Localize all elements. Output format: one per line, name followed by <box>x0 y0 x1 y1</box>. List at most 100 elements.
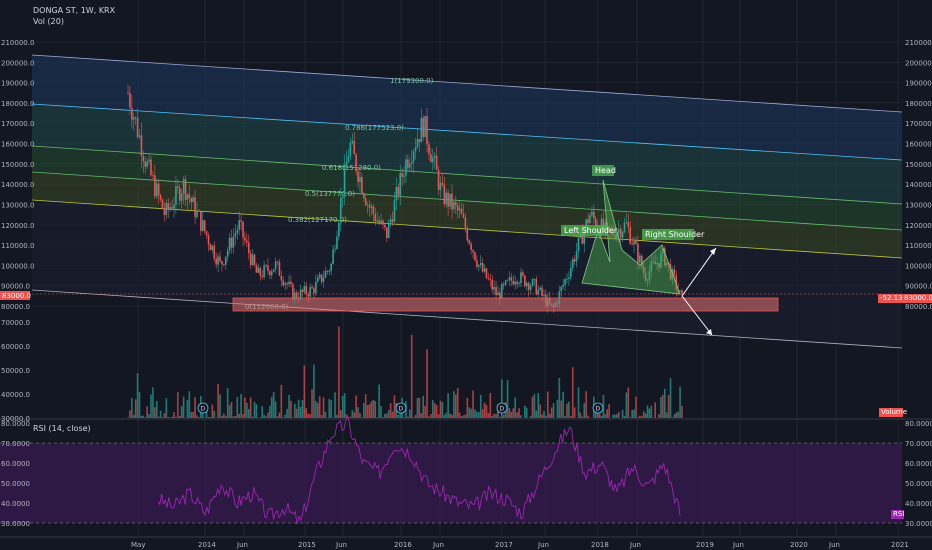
candle-body-11 <box>148 159 150 162</box>
candle-body-123 <box>362 193 365 199</box>
volume-bar-1 <box>129 410 131 418</box>
volume-bar-54 <box>230 401 233 418</box>
price-badge-last: 83000.0 <box>904 294 932 302</box>
price-tick-right-0: 80000.0 <box>905 303 932 311</box>
volume-bar-81 <box>282 417 285 418</box>
price-tick-right-8: 160000.0 <box>905 141 932 149</box>
candle-body-222 <box>552 305 555 308</box>
rsi-badge-bg <box>891 510 904 519</box>
volume-bar-273 <box>650 405 653 418</box>
candle-body-0 <box>127 92 129 94</box>
candle-body-86 <box>292 284 294 300</box>
time-tick-6: Jun <box>432 541 444 549</box>
candle-body-221 <box>550 303 553 306</box>
candle-body-40 <box>203 220 206 232</box>
volume-bar-88 <box>295 408 298 418</box>
candle-body-180 <box>472 250 474 253</box>
volume-bar-280 <box>663 388 666 418</box>
candle-body-183 <box>478 265 480 267</box>
volume-bar-20 <box>165 398 168 418</box>
fib-label-0: 1(179300.0) <box>390 77 434 85</box>
volume-bar-90 <box>299 406 302 418</box>
volume-bar-224 <box>556 399 559 418</box>
price-badge-change-bg <box>878 294 902 303</box>
candle-body-165 <box>443 184 446 204</box>
candle-body-199 <box>508 277 511 281</box>
candle-body-133 <box>382 220 384 225</box>
candle-body-6 <box>138 135 141 137</box>
candle-body-21 <box>167 202 170 210</box>
candle-body-103 <box>324 271 327 278</box>
candle-body-41 <box>205 231 208 236</box>
candle-body-90 <box>299 289 302 300</box>
volume-bar-199 <box>508 408 511 418</box>
volume-bar-153 <box>420 413 423 418</box>
volume-bar-233 <box>573 407 576 418</box>
candle-body-276 <box>656 262 658 265</box>
candle-body-127 <box>370 206 373 208</box>
fib-label-3: 0.5(137770.0) <box>305 190 355 198</box>
pattern-label-head: Head <box>595 166 616 175</box>
candle-body-79 <box>278 261 281 276</box>
volume-bar-275 <box>654 402 656 418</box>
candle-body-78 <box>276 261 279 263</box>
candle-body-279 <box>662 248 664 254</box>
volume-bar-244 <box>594 412 597 418</box>
volume-bar-203 <box>516 412 518 418</box>
volume-bar-97 <box>313 364 315 418</box>
volume-bar-122 <box>361 417 363 418</box>
candle-body-277 <box>658 262 660 268</box>
price-tick-left-5: 130000.0 <box>1 201 34 209</box>
candle-body-72 <box>265 265 267 267</box>
volume-bar-155 <box>424 405 426 418</box>
candle-body-10 <box>146 161 148 167</box>
candle-body-71 <box>263 265 265 278</box>
volume-bar-55 <box>232 416 235 418</box>
candle-body-120 <box>357 171 359 182</box>
volume-bar-58 <box>238 413 240 418</box>
volume-bar-285 <box>673 414 676 418</box>
price-tick-left-8: 160000.0 <box>1 141 34 149</box>
volume-bar-150 <box>414 414 417 418</box>
volume-bar-262 <box>629 417 632 418</box>
volume-bar-238 <box>583 403 586 418</box>
volume-bar-3 <box>132 414 135 418</box>
volume-bar-8 <box>142 415 145 418</box>
fib-band-2 <box>32 146 902 230</box>
pattern-rs-tag <box>642 229 694 240</box>
candle-body-12 <box>150 159 152 176</box>
volume-bar-160 <box>433 403 436 418</box>
candle-body-232 <box>571 259 574 268</box>
volume-bar-12 <box>150 394 152 418</box>
volume-bar-98 <box>315 400 317 418</box>
candle-body-39 <box>201 220 204 231</box>
price-tick-left-7: 150000.0 <box>1 161 34 169</box>
volume-bar-289 <box>681 405 683 418</box>
volume-bar-26 <box>177 392 179 418</box>
candle-body-258 <box>621 231 624 238</box>
candle-body-83 <box>286 283 288 285</box>
pattern-ls-tag <box>561 225 607 236</box>
candle-body-196 <box>502 284 505 285</box>
price-badge-change: -52.13% <box>880 294 910 302</box>
candle-body-204 <box>518 283 520 284</box>
volume-bar-254 <box>614 414 616 418</box>
candle-body-102 <box>322 277 325 282</box>
candle-body-153 <box>420 117 423 143</box>
candle-body-126 <box>368 204 371 208</box>
candle-body-214 <box>537 289 540 295</box>
price-tick-left-2: 100000.0 <box>1 262 34 270</box>
candle-body-106 <box>330 263 332 271</box>
candle-body-58 <box>238 220 240 230</box>
volume-bar-187 <box>485 404 488 418</box>
candle-body-53 <box>228 237 231 251</box>
candle-body-197 <box>504 280 507 285</box>
volume-bar-211 <box>531 396 534 418</box>
volume-bar-102 <box>322 397 325 418</box>
candle-body-278 <box>660 253 662 268</box>
candle-body-125 <box>366 204 369 206</box>
volume-bar-159 <box>431 400 434 418</box>
dividend-marker-1 <box>395 402 407 414</box>
candle-body-5 <box>136 117 139 137</box>
